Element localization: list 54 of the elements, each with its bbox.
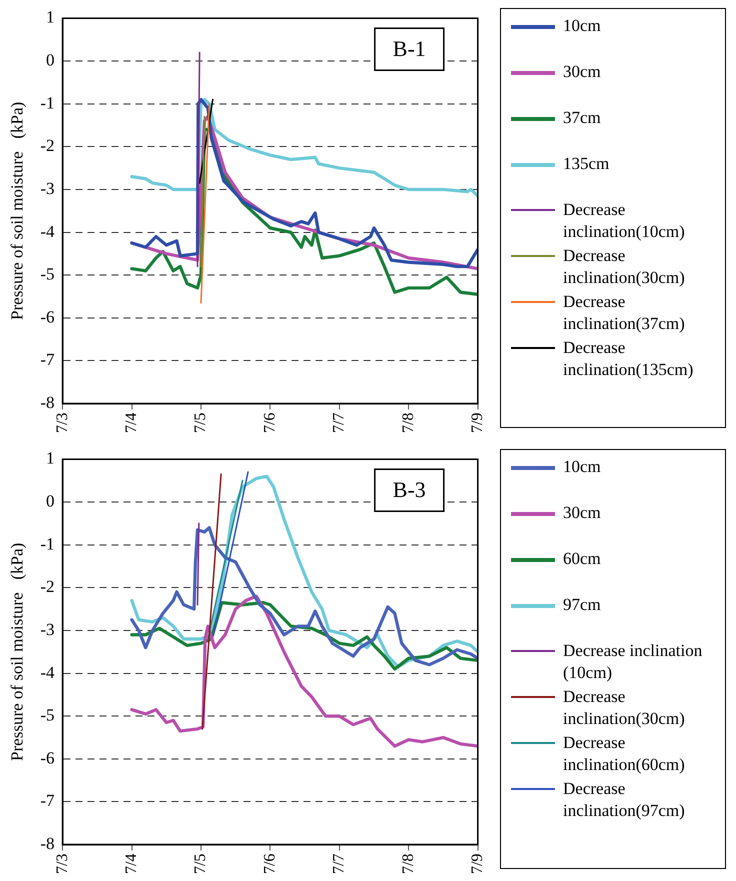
x-tick-label: 7/8 xyxy=(400,854,417,874)
y-tick-label: -1 xyxy=(40,93,55,112)
y-tick-label: -2 xyxy=(40,577,55,596)
legend-label: 97cm xyxy=(563,594,601,616)
legend-label: Decrease inclination(30cm) xyxy=(563,686,686,730)
x-tick-label: 7/7 xyxy=(330,412,348,434)
y-tick-label: 0 xyxy=(46,50,55,70)
legend-label: 60cm xyxy=(563,548,601,570)
legend-label: Decrease inclination (10cm) xyxy=(563,640,704,684)
legend-label: 10cm xyxy=(563,15,601,37)
y-axis-title: Pressure of soil moisture (kPa) xyxy=(8,102,27,320)
y-tick-label: -6 xyxy=(40,748,55,768)
annotation: B-3 xyxy=(392,476,426,502)
legend-label: Decrease inclination(97cm) xyxy=(563,778,686,822)
y-tick-label: -4 xyxy=(40,222,56,241)
x-tick-label: 7/3 xyxy=(54,412,71,434)
legend-label: 37cm xyxy=(563,107,601,129)
y-tick-label: -3 xyxy=(40,178,55,198)
legend-label: Decrease inclination(10cm) xyxy=(563,199,686,243)
y-tick-label: -1 xyxy=(40,534,55,554)
x-tick-label: 7/5 xyxy=(192,854,210,874)
y-tick-label: -4 xyxy=(40,662,56,682)
legend-label: 30cm xyxy=(563,61,601,83)
legend-label: Decrease inclination(37cm) xyxy=(563,291,686,335)
x-tick-label: 7/4 xyxy=(122,854,140,874)
legend-label: Decrease inclination(135cm) xyxy=(563,337,694,381)
y-tick-label: -8 xyxy=(40,834,55,854)
y-tick-label: -5 xyxy=(40,264,55,284)
x-tick-label: 7/6 xyxy=(261,854,278,874)
y-tick-label: -7 xyxy=(40,350,56,370)
legend-label: 135cm xyxy=(563,153,610,175)
x-tick-label: 7/9 xyxy=(469,412,486,434)
y-tick-label: -6 xyxy=(40,307,55,326)
legend-label: 30cm xyxy=(563,502,601,524)
y-tick-label: -7 xyxy=(40,791,56,810)
x-tick-label: 7/3 xyxy=(54,854,71,874)
x-tick-label: 7/6 xyxy=(261,412,278,434)
x-tick-label: 7/4 xyxy=(122,412,140,434)
legend-label: Decrease inclination(30cm) xyxy=(563,245,686,289)
y-tick-label: 1 xyxy=(46,8,55,27)
y-axis-title: Pressure of soil moisture (kPa) xyxy=(8,542,27,761)
annotation: B-1 xyxy=(392,36,426,61)
y-tick-label: 1 xyxy=(46,448,55,468)
x-tick-label: 7/9 xyxy=(469,854,486,874)
y-tick-label: -2 xyxy=(40,136,55,156)
y-tick-label: 0 xyxy=(46,491,55,510)
y-tick-label: -3 xyxy=(40,620,55,639)
y-tick-label: -8 xyxy=(40,393,55,412)
legend-label: Decrease inclination(60cm) xyxy=(563,732,686,776)
x-tick-label: 7/5 xyxy=(192,412,210,434)
legend-label: 10cm xyxy=(563,456,601,478)
x-tick-label: 7/8 xyxy=(400,412,417,434)
y-tick-label: -5 xyxy=(40,706,55,725)
x-tick-label: 7/7 xyxy=(330,854,348,874)
